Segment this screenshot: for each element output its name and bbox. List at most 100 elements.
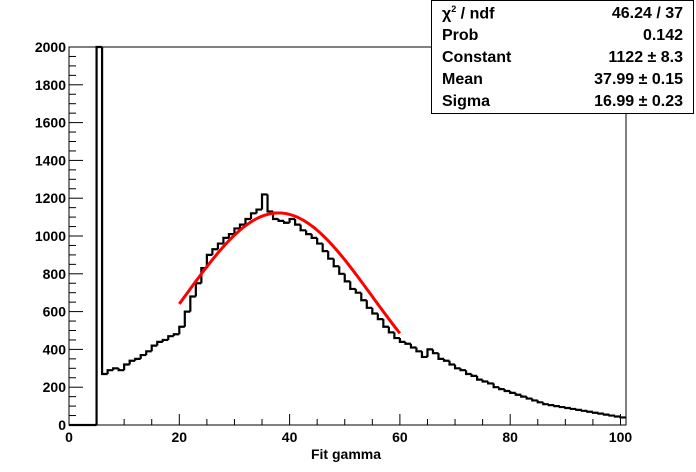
y-tick-label: 1800 xyxy=(35,77,66,93)
histogram-bin xyxy=(475,375,483,381)
histogram-bin xyxy=(398,338,406,343)
stat-value: 46.24 / 37 xyxy=(611,5,683,22)
histogram-bin xyxy=(608,414,615,417)
histogram-bin xyxy=(172,333,180,337)
histogram-bin xyxy=(244,217,251,225)
histogram-bin xyxy=(569,407,577,411)
x-tick-label: 0 xyxy=(65,429,73,445)
histogram-bin xyxy=(564,406,571,410)
histogram-bin xyxy=(310,234,318,239)
x-tick-label: 40 xyxy=(282,429,298,445)
histogram-bin xyxy=(437,353,445,360)
histogram-bin xyxy=(613,415,621,418)
y-tick-label: 2000 xyxy=(35,39,66,55)
histogram-bin xyxy=(481,379,489,383)
histogram-bin xyxy=(558,405,566,409)
stat-value: 1122 ± 8.3 xyxy=(608,49,683,66)
histogram-bin xyxy=(178,325,185,335)
gaussian-fit xyxy=(178,211,402,335)
histogram-bin xyxy=(117,368,125,372)
histogram-bin xyxy=(503,389,511,393)
histogram-bin xyxy=(409,343,417,349)
histogram-bin xyxy=(305,230,312,236)
histogram-bin xyxy=(128,359,136,365)
histogram-bin xyxy=(520,394,527,398)
histogram-bin xyxy=(95,45,103,425)
histogram-bin xyxy=(266,194,274,213)
histogram-bin xyxy=(123,363,130,371)
histogram-bin xyxy=(211,248,218,255)
histogram-bin xyxy=(387,326,395,334)
histogram-bin xyxy=(553,405,560,408)
histogram-bin xyxy=(106,369,114,374)
histogram-bin xyxy=(167,335,174,340)
histogram-bin xyxy=(420,351,428,359)
histogram-bin xyxy=(591,411,599,414)
histogram-bin xyxy=(492,383,500,389)
stat-row-prob: Prob 0.142 xyxy=(442,25,683,47)
histogram-bin xyxy=(332,258,340,268)
histogram-bin xyxy=(509,390,516,394)
y-tick-label: 1600 xyxy=(35,115,66,131)
histogram-bin xyxy=(150,344,158,352)
histogram-bin xyxy=(404,341,411,345)
histogram-bin xyxy=(531,398,538,402)
histogram-bin xyxy=(194,282,202,297)
histogram-bin xyxy=(316,237,323,245)
axis-tick-labels: 0 20 40 60 80 1000200400600800100012001400160… xyxy=(35,39,633,445)
histogram-bin xyxy=(382,319,389,328)
histogram-bin xyxy=(349,281,356,291)
histogram-bin xyxy=(498,387,505,391)
histogram-bin xyxy=(542,402,549,406)
histogram-bin xyxy=(156,340,163,346)
histogram-bin xyxy=(282,220,290,224)
histogram-bin xyxy=(470,373,478,377)
histogram-bin xyxy=(260,193,268,210)
stat-value: 16.99 ± 0.23 xyxy=(594,93,683,110)
y-tick-label: 1200 xyxy=(35,190,66,206)
histogram-bin xyxy=(442,358,450,362)
histogram-bars xyxy=(69,45,626,427)
histogram-bin xyxy=(249,212,257,219)
fit-curve xyxy=(178,211,402,335)
stat-value: 37.99 ± 0.15 xyxy=(594,71,683,88)
x-tick-label: 80 xyxy=(502,429,518,445)
histogram-bin xyxy=(294,218,301,226)
y-tick-label: 400 xyxy=(43,341,67,357)
histogram-bin xyxy=(426,348,433,357)
x-axis-title: Fit gamma xyxy=(311,446,381,462)
stat-row-chi2: χ2 / ndf 46.24 / 37 xyxy=(442,3,683,25)
histogram-bin xyxy=(189,295,196,312)
histogram-bin xyxy=(277,218,285,222)
y-tick-label: 200 xyxy=(43,379,67,395)
histogram-bin xyxy=(575,408,582,411)
histogram-bin xyxy=(327,251,334,260)
fit-statistics-box: χ2 / ndf 46.24 / 37 Prob 0.142 Constant … xyxy=(431,0,694,114)
histogram-bin xyxy=(321,243,329,253)
histogram-bin xyxy=(360,292,367,302)
stat-value: 0.142 xyxy=(642,27,683,44)
stat-label: Constant xyxy=(442,49,512,66)
histogram-bin xyxy=(487,381,494,385)
histogram-bin xyxy=(255,208,263,214)
y-tick-label: 600 xyxy=(43,304,67,320)
histogram-bin xyxy=(464,370,472,376)
histogram-bin xyxy=(586,410,593,413)
histogram-bin xyxy=(371,307,378,315)
histogram-bin xyxy=(233,227,240,235)
x-tick-label: 100 xyxy=(609,429,633,445)
x-tick-label: 60 xyxy=(392,429,408,445)
x-tick-label: 20 xyxy=(172,429,188,445)
histogram-bin xyxy=(448,360,456,366)
histogram-bin xyxy=(453,364,461,370)
stat-label: Sigma xyxy=(442,93,491,110)
stat-row-mean: Mean 37.99 ± 0.15 xyxy=(442,69,683,91)
histogram-bin xyxy=(338,266,345,275)
histogram-bin xyxy=(183,310,191,327)
histogram-bin xyxy=(161,338,169,342)
histogram-bin xyxy=(547,404,555,407)
histogram-bin xyxy=(205,253,213,269)
histogram-bin xyxy=(222,236,229,244)
histogram-bin xyxy=(354,288,362,294)
